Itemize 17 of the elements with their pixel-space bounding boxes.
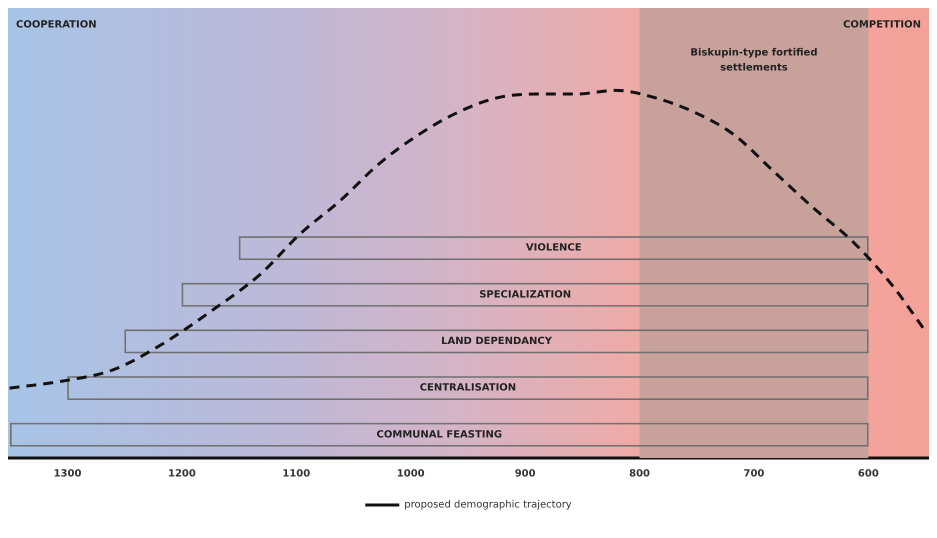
x-tick-label: 1000 (396, 468, 425, 480)
x-tick-label: 1300 (54, 468, 82, 480)
text: COOPERATION (16, 20, 97, 31)
x-tick-label: 1100 (282, 468, 310, 480)
y-tick-label: VIOLENCE (526, 242, 582, 254)
y-tick-label: CENTRALISATION (420, 382, 516, 394)
x-tick-label: 1200 (168, 468, 196, 480)
x-tick-label: 600 (858, 468, 879, 480)
x-tick-label: 700 (744, 468, 764, 480)
legend-label: proposed demographic trajectory (404, 500, 572, 511)
y-tick-label: LAND DEPENDANCY (441, 336, 553, 348)
x-tick-label: 900 (514, 468, 536, 480)
text: COMPETITION (843, 20, 921, 31)
x-tick-label: 800 (629, 468, 650, 480)
y-tick-label: SPECIALIZATION (479, 289, 572, 300)
band-label: Biskupin-type fortified settlements (690, 48, 818, 74)
y-tick-label: COMMUNAL FEASTING (376, 429, 502, 440)
